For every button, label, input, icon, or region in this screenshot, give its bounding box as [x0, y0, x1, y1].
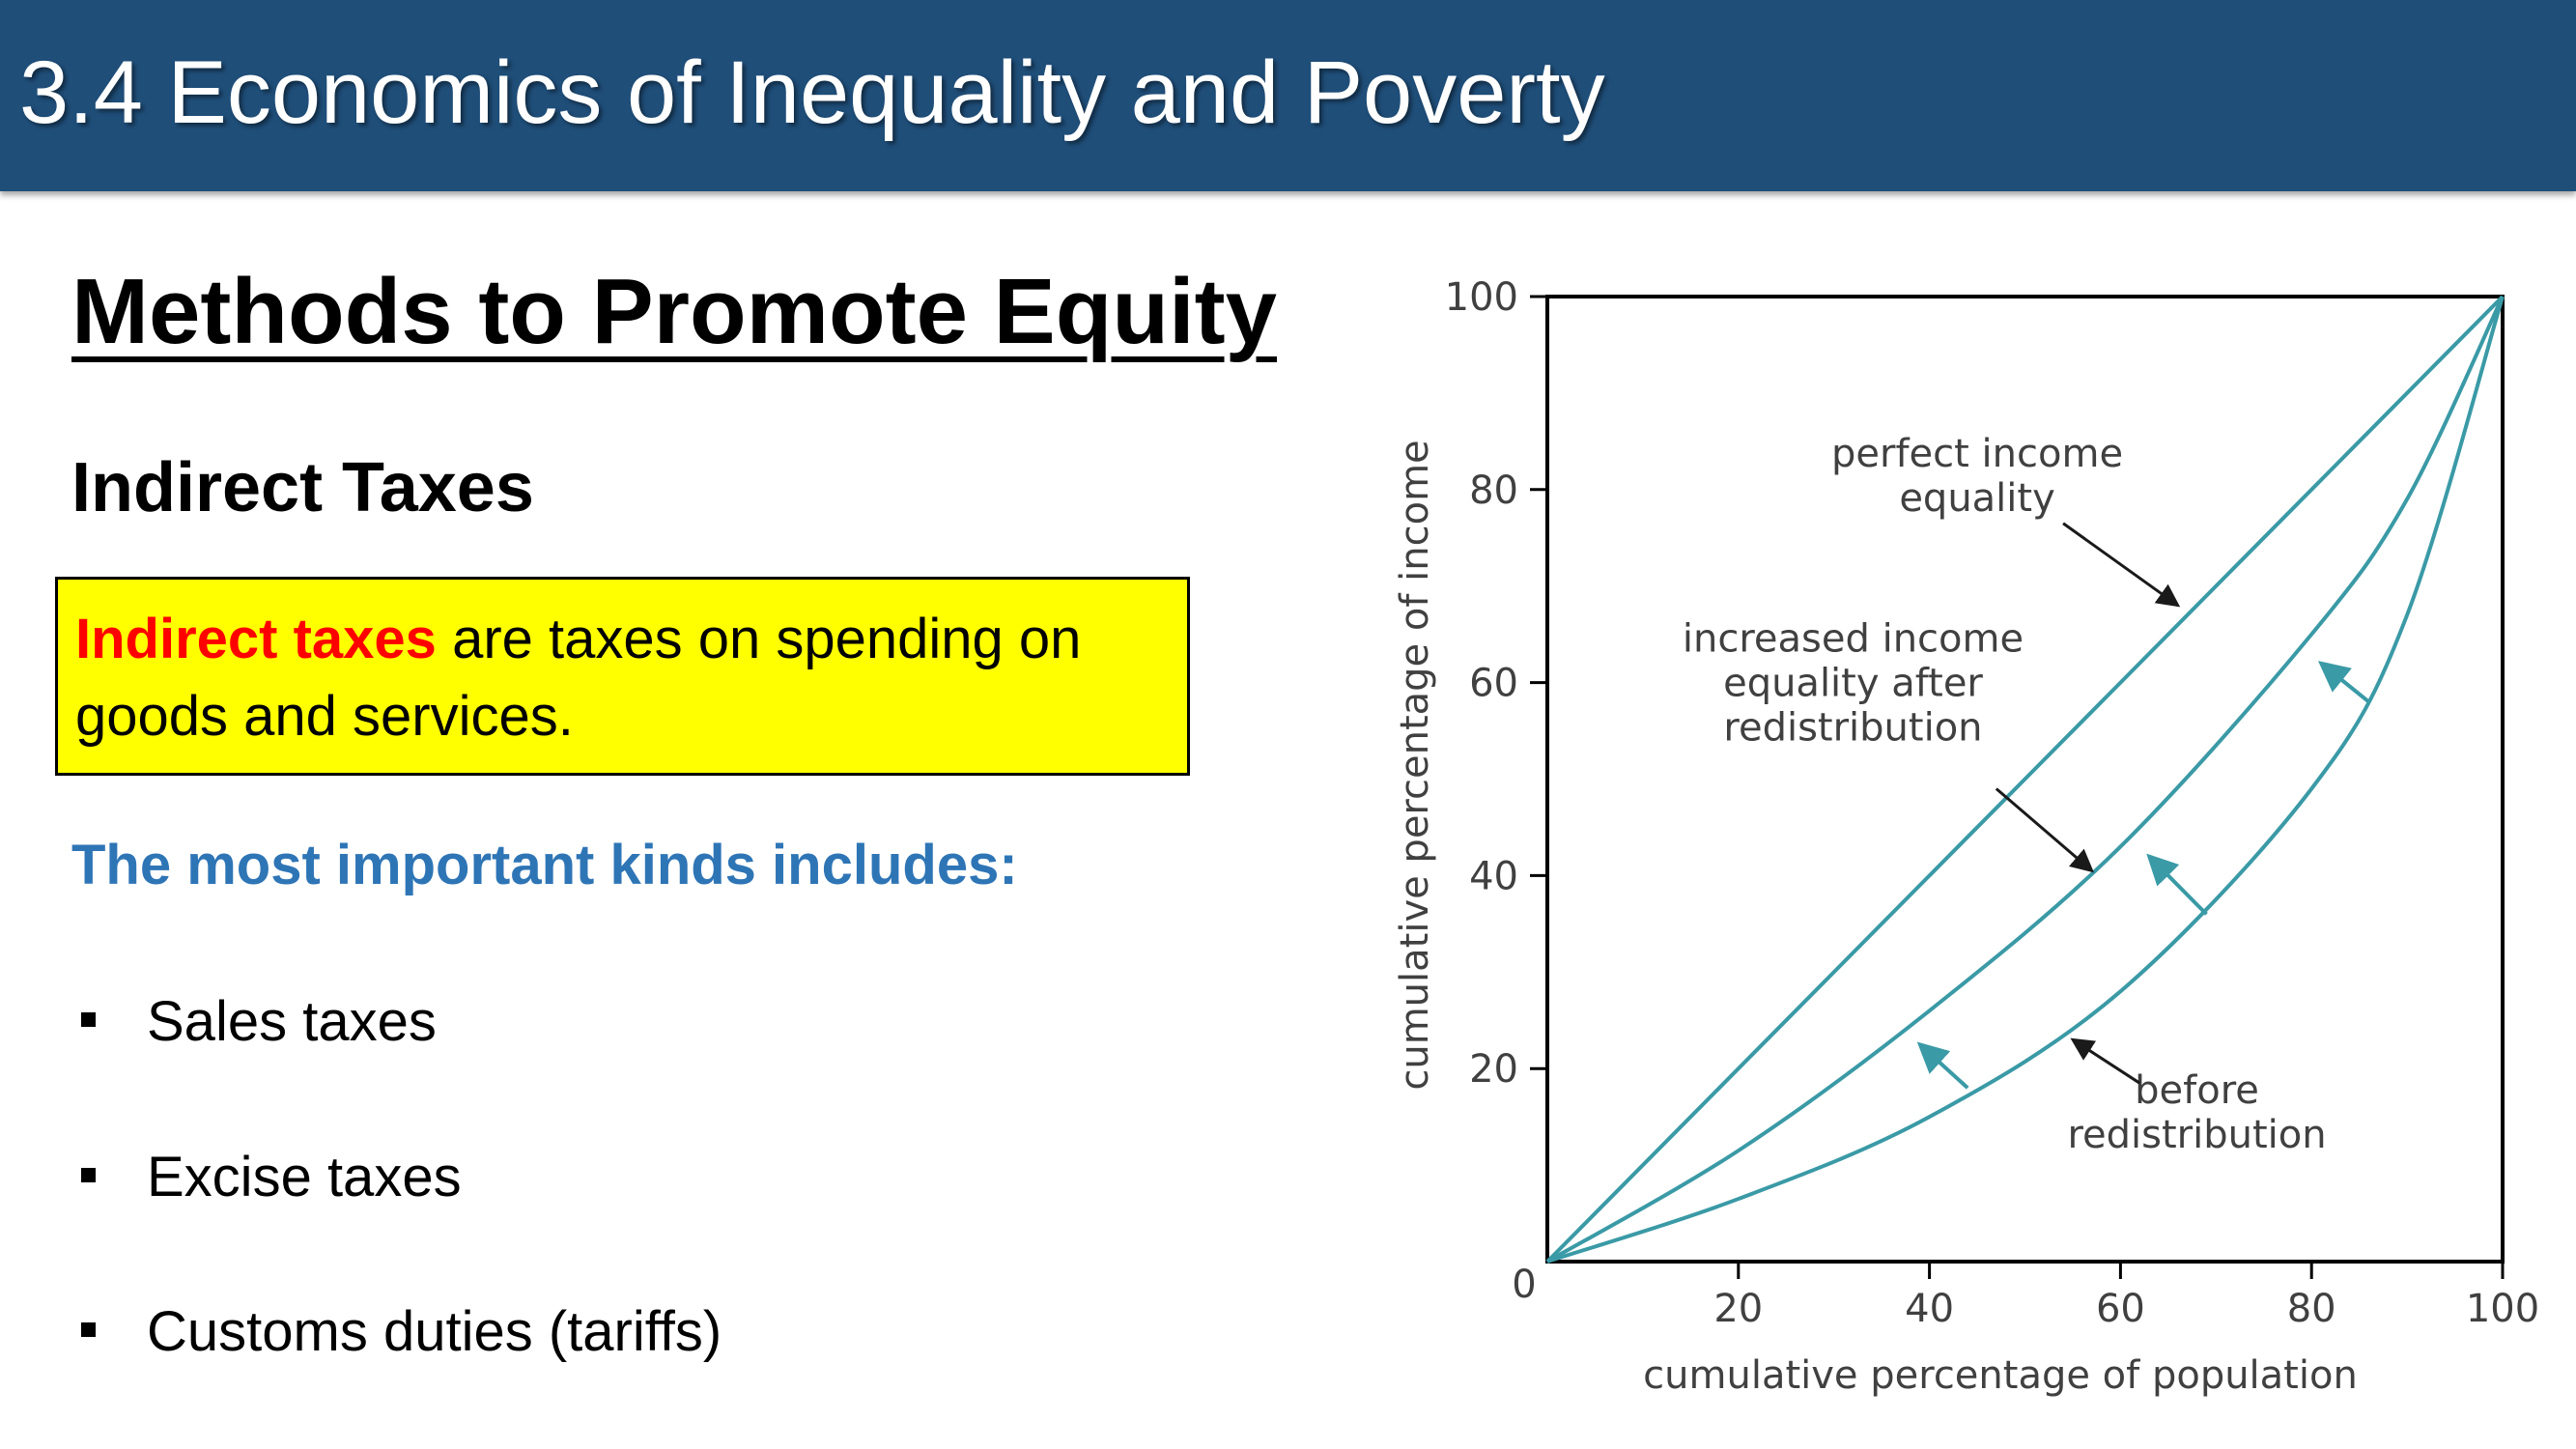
y-tick-label: 100 [1445, 275, 1518, 320]
annotation-label: equality [1899, 476, 2054, 521]
annotation-arrow-icon [1995, 787, 2095, 873]
annotation-label: equality after [1723, 662, 1983, 706]
slide-title: 3.4 Economics of Inequality and Poverty [19, 43, 1605, 142]
bullet-square-icon [81, 1012, 96, 1027]
kinds-heading: The most important kinds includes: [71, 834, 1018, 896]
x-tick-label: 40 [1905, 1287, 1954, 1331]
list-item-label: Sales taxes [147, 990, 437, 1053]
line-perfect-equality [1545, 295, 2505, 1264]
annotation-label: perfect income [1831, 432, 2123, 476]
annotation-arrow-icon [2062, 522, 2181, 608]
definition-box: Indirect taxes are taxes on spending on … [55, 577, 1190, 776]
y-tick-label: 40 [1469, 854, 1518, 898]
y-tick-label: 80 [1469, 469, 1518, 513]
y-axis-label: cumulative percentage of income [1393, 440, 1437, 1090]
definition-term: Indirect taxes [75, 608, 437, 670]
list-item-label: Customs duties (tariffs) [147, 1300, 722, 1363]
x-tick-label: 20 [1713, 1287, 1763, 1331]
x-tick-label: 60 [2096, 1287, 2145, 1331]
x-tick-label: 100 [2466, 1287, 2539, 1331]
annotation-label: increased income [1683, 617, 2024, 662]
y-tick-label: 20 [1469, 1047, 1518, 1092]
plot-frame [1545, 295, 2505, 1264]
annotation-label: redistribution [1723, 706, 1982, 751]
bullet-square-icon [81, 1168, 96, 1182]
shift-arrow-icon [2146, 853, 2208, 916]
shift-arrow-icon [1916, 1041, 1969, 1090]
sub-heading: Indirect Taxes [71, 449, 534, 526]
origin-label: 0 [1512, 1263, 1536, 1307]
x-tick-label: 80 [2287, 1287, 2336, 1331]
annotation-arrow-icon [2070, 1037, 2140, 1085]
shift-arrow-icon [2317, 661, 2370, 704]
bullet-square-icon [81, 1322, 96, 1337]
section-title: Methods to Promote Equity [71, 260, 1277, 363]
y-tick-label: 60 [1469, 662, 1518, 706]
curve-after-redistribution [1545, 296, 2505, 1264]
x-axis-label: cumulative percentage of population [1643, 1353, 2358, 1398]
annotation-label: redistribution [2067, 1113, 2326, 1157]
definition-text: are taxes on spending on goods and servi… [75, 608, 1082, 748]
list-item-label: Excise taxes [147, 1146, 462, 1208]
annotation-label: before [2135, 1068, 2259, 1113]
header-bar: 3.4 Economics of Inequality and Poverty [0, 0, 2576, 191]
curve-before-redistribution [1546, 296, 2505, 1264]
